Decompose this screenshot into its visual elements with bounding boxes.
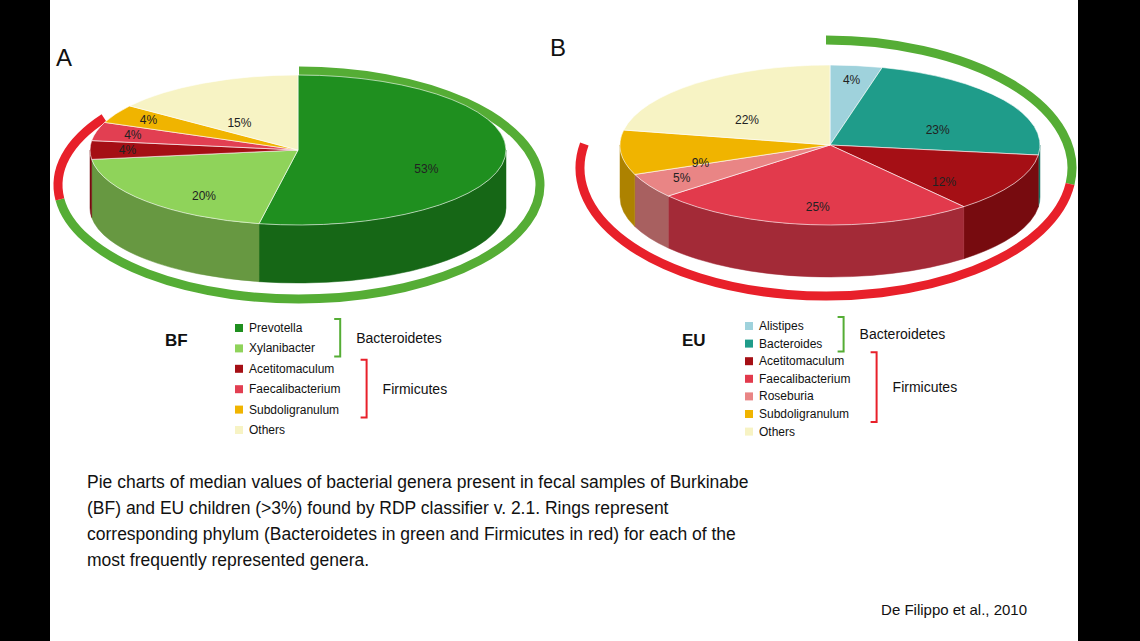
legend-entry: Alistipes	[759, 319, 804, 333]
legend: EU Alistipes Bacteroides Acetitomaculum Faec…	[682, 317, 957, 439]
slice	[624, 65, 830, 145]
caption-line: most frequently represented genera.	[87, 550, 369, 570]
caption-line: corresponding phylum (Bacteroidetes in g…	[87, 524, 736, 544]
data-label: 4%	[140, 113, 158, 127]
legend-swatch	[235, 365, 243, 373]
group-label: Firmicutes	[893, 379, 958, 395]
legend-entry: Subdoligranulum	[249, 403, 339, 417]
legend-swatch	[235, 426, 243, 434]
slice	[92, 150, 298, 224]
data-label: 25%	[806, 200, 830, 214]
legend-swatch	[235, 406, 243, 414]
data-label: 4%	[843, 73, 861, 87]
background	[0, 0, 1140, 641]
data-label: 4%	[124, 128, 142, 142]
legend-swatch	[235, 385, 243, 393]
data-labels: 4% 23% 12% 25% 5%9% 22%	[673, 73, 956, 214]
source: De Filippo et al., 2010	[881, 601, 1027, 618]
legend-title: EU	[682, 331, 706, 350]
legend-entry: Acetitomaculum	[759, 354, 844, 368]
legend-entry: Others	[759, 425, 795, 439]
pie-slices	[620, 65, 1040, 225]
data-labels: 53%20%4%4%4%15%	[119, 113, 439, 203]
data-label: 20%	[192, 189, 216, 203]
legend-swatch	[235, 344, 243, 352]
caption: Pie charts of median values of bacterial…	[87, 472, 748, 570]
legend-entry: Bacteroides	[759, 337, 822, 351]
slide: A53%20%4%4%4%15%BFPrevotellaXylanibacter…	[0, 0, 1140, 641]
legend-entry: Faecalibacterium	[249, 382, 340, 396]
legend-swatch	[745, 357, 753, 365]
slice	[130, 75, 298, 150]
phylum-rings	[58, 71, 540, 299]
caption-line: Pie charts of median values of bacterial…	[87, 472, 748, 492]
legend-swatch	[745, 375, 753, 383]
legend-swatch	[745, 392, 753, 400]
legend-entry: Prevotella	[249, 321, 303, 335]
legend-entry: Xylanibacter	[249, 341, 315, 355]
data-label: 4%	[119, 143, 137, 157]
legend-entry: Acetitomaculum	[249, 362, 334, 376]
legend-entry: Others	[249, 423, 285, 437]
pie-slices	[90, 75, 506, 225]
data-label: 22%	[735, 113, 759, 127]
phylum-ring	[60, 71, 540, 299]
group-bracket	[361, 360, 367, 418]
group-label: Bacteroidetes	[860, 326, 946, 342]
group-label: Firmicutes	[383, 381, 448, 397]
data-label: 15%	[227, 116, 251, 130]
legend-swatch	[745, 340, 753, 348]
panel-letter: B	[550, 34, 566, 61]
slice	[830, 68, 1040, 156]
legend-title: BF	[165, 331, 188, 350]
group-bracket	[838, 317, 844, 352]
panel-letter: A	[56, 44, 72, 71]
data-label: 12%	[932, 175, 956, 189]
legend-entry: Faecalibacterium	[759, 372, 850, 386]
group-label: Bacteroidetes	[356, 330, 442, 346]
slide-area	[50, 0, 1078, 641]
slice-side	[90, 150, 92, 217]
data-label: 53%	[414, 162, 438, 176]
legend-swatch	[745, 410, 753, 418]
legend-swatch	[235, 324, 243, 332]
legend-swatch	[745, 428, 753, 436]
data-label: 5%	[673, 171, 691, 185]
caption-line: (BF) and EU children (>3%) found by RDP …	[87, 498, 669, 518]
pie-chart: B 4% 23% 12% 25% 5%9% 22% EU Alistipes Bacteroide…	[550, 34, 1072, 439]
legend-entry: Roseburia	[759, 389, 814, 403]
group-bracket	[871, 352, 877, 422]
legend-entry: Subdoligranulum	[759, 407, 849, 421]
legend-swatch	[745, 322, 753, 330]
pie-chart: A53%20%4%4%4%15%BFPrevotellaXylanibacter…	[56, 44, 540, 437]
legend: BF Prevotella Xylanibacter Acetitomaculum Fa…	[165, 319, 447, 437]
phylum-rings	[580, 40, 1072, 296]
group-bracket	[334, 319, 340, 356]
data-label: 9%	[692, 156, 710, 170]
data-label: 23%	[926, 123, 950, 137]
